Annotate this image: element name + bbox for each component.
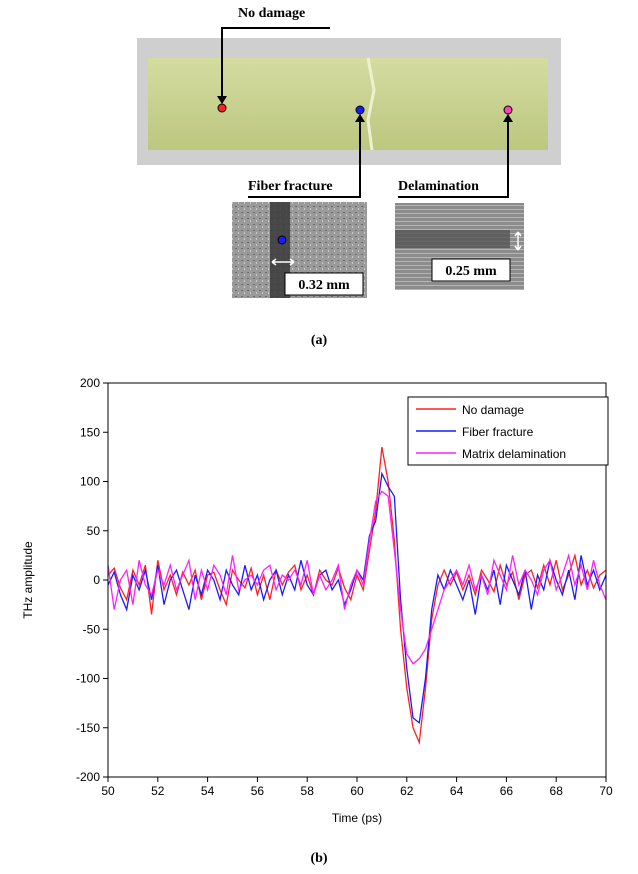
x-tick-label: 60	[350, 784, 364, 798]
arrowhead	[503, 114, 513, 122]
y-tick-label: -200	[76, 770, 100, 784]
label: Delamination	[398, 179, 479, 194]
y-tick-label: 200	[80, 376, 100, 390]
panel-label: (b)	[310, 851, 327, 866]
pointer	[248, 120, 361, 198]
marker	[277, 235, 287, 245]
legend-label: Matrix delamination	[462, 447, 566, 461]
label-box	[431, 258, 511, 282]
series-line	[107, 471, 607, 725]
specimen	[148, 58, 548, 150]
series-line	[107, 446, 607, 746]
panel-label: (a)	[311, 333, 328, 348]
y-tick-label: 150	[80, 425, 100, 439]
legend-label: No damage	[462, 403, 524, 417]
x-tick-label: 56	[251, 784, 265, 798]
legend-label: Fiber fracture	[462, 425, 534, 439]
label: Fiber fracture	[248, 179, 333, 194]
arrowhead	[217, 96, 227, 104]
marker	[217, 103, 227, 113]
label: No damage	[238, 6, 305, 21]
label: 0.32 mm	[298, 278, 350, 293]
arrowhead	[355, 114, 365, 122]
y-tick-label: 0	[93, 573, 100, 587]
x-tick-label: 58	[301, 784, 315, 798]
plot-frame	[107, 382, 607, 778]
x-tick-label: 50	[101, 784, 115, 798]
x-axis-label: Time (ps)	[332, 811, 382, 825]
delamination-band	[395, 230, 510, 248]
series-line	[107, 490, 607, 665]
crack	[366, 57, 376, 151]
pointer	[221, 27, 330, 98]
y-tick-label: -150	[76, 721, 100, 735]
y-tick-label: -50	[83, 622, 101, 636]
pointer	[398, 120, 509, 198]
y-tick-label: -100	[76, 672, 100, 686]
y-tick-label: 50	[87, 524, 101, 538]
marker	[355, 105, 365, 115]
x-tick-label: 62	[400, 784, 414, 798]
y-axis-label: THz amplitude	[21, 541, 35, 619]
x-tick-label: 66	[500, 784, 514, 798]
x-tick-label: 64	[450, 784, 464, 798]
label-box	[284, 272, 364, 296]
x-tick-label: 54	[201, 784, 215, 798]
x-tick-label: 68	[550, 784, 564, 798]
y-tick-label: 100	[80, 475, 100, 489]
label: 0.25 mm	[445, 264, 497, 279]
x-tick-label: 52	[151, 784, 165, 798]
marker	[503, 105, 513, 115]
width-arrow	[271, 258, 295, 266]
width-arrow	[514, 231, 522, 251]
x-tick-label: 70	[599, 784, 613, 798]
